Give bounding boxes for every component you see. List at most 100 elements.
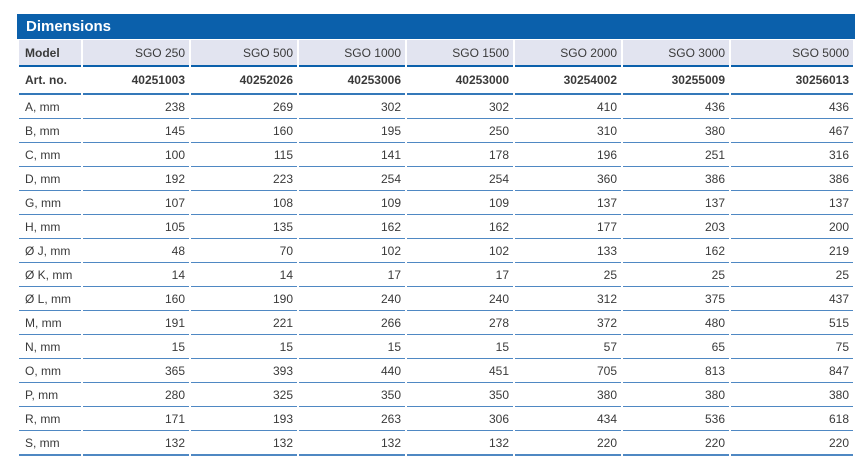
dimension-value: 325 xyxy=(191,383,297,407)
dimension-label: S, mm xyxy=(19,431,81,456)
table-title: Dimensions xyxy=(26,18,112,35)
dimension-value: 705 xyxy=(515,359,621,383)
table-title-bar: Dimensions xyxy=(17,14,855,40)
dimension-value: 437 xyxy=(731,287,853,311)
art-no-cell: 40253000 xyxy=(407,67,513,95)
dimension-value: 196 xyxy=(515,143,621,167)
dimension-value: 393 xyxy=(191,359,297,383)
dimension-label: D, mm xyxy=(19,167,81,191)
dimension-row: M, mm 191 221 266 278 372 480 515 xyxy=(19,311,853,335)
dimension-value: 160 xyxy=(191,119,297,143)
dimensions-table: Dimensions Model SGO 250 SGO 500 SGO 100… xyxy=(17,14,855,456)
model-row-label: Model xyxy=(19,40,81,67)
dimension-value: 15 xyxy=(299,335,405,359)
dimension-value: 410 xyxy=(515,95,621,119)
dimension-value: 17 xyxy=(407,263,513,287)
dimension-value: 132 xyxy=(191,431,297,456)
dimension-value: 269 xyxy=(191,95,297,119)
dimension-label: M, mm xyxy=(19,311,81,335)
art-no-cell: 30255009 xyxy=(623,67,729,95)
dimension-value: 102 xyxy=(407,239,513,263)
dimension-value: 132 xyxy=(299,431,405,456)
dimension-value: 15 xyxy=(191,335,297,359)
dimension-value: 132 xyxy=(83,431,189,456)
art-no-row-label: Art. no. xyxy=(19,67,81,95)
dimension-label: Ø J, mm xyxy=(19,239,81,263)
dimension-label: Ø K, mm xyxy=(19,263,81,287)
dimension-row: B, mm 145 160 195 250 310 380 467 xyxy=(19,119,853,143)
dimension-value: 302 xyxy=(299,95,405,119)
dimension-row: Ø J, mm 48 70 102 102 133 162 219 xyxy=(19,239,853,263)
dimension-value: 133 xyxy=(515,239,621,263)
dimension-value: 137 xyxy=(623,191,729,215)
dimension-value: 220 xyxy=(515,431,621,456)
dimension-value: 25 xyxy=(623,263,729,287)
dimension-value: 434 xyxy=(515,407,621,431)
dimension-value: 195 xyxy=(299,119,405,143)
dimension-value: 386 xyxy=(623,167,729,191)
dimension-value: 192 xyxy=(83,167,189,191)
dimension-value: 171 xyxy=(83,407,189,431)
dimension-value: 109 xyxy=(299,191,405,215)
dimension-value: 109 xyxy=(407,191,513,215)
art-no-cell: 40252026 xyxy=(191,67,297,95)
dimension-value: 251 xyxy=(623,143,729,167)
dimension-label: O, mm xyxy=(19,359,81,383)
dimension-value: 847 xyxy=(731,359,853,383)
dimension-value: 191 xyxy=(83,311,189,335)
dimension-row: C, mm 100 115 141 178 196 251 316 xyxy=(19,143,853,167)
dimension-value: 220 xyxy=(623,431,729,456)
dimension-value: 162 xyxy=(623,239,729,263)
dimension-value: 190 xyxy=(191,287,297,311)
dimension-value: 266 xyxy=(299,311,405,335)
dimension-value: 372 xyxy=(515,311,621,335)
dimension-value: 536 xyxy=(623,407,729,431)
model-cell: SGO 1500 xyxy=(407,40,513,67)
dimension-value: 310 xyxy=(515,119,621,143)
dimension-value: 223 xyxy=(191,167,297,191)
dimension-value: 105 xyxy=(83,215,189,239)
dimension-value: 75 xyxy=(731,335,853,359)
model-cell: SGO 250 xyxy=(83,40,189,67)
dimension-value: 302 xyxy=(407,95,513,119)
dimension-value: 380 xyxy=(623,119,729,143)
dimension-value: 17 xyxy=(299,263,405,287)
dimension-label: A, mm xyxy=(19,95,81,119)
dimension-value: 14 xyxy=(191,263,297,287)
dimension-value: 57 xyxy=(515,335,621,359)
dimension-value: 250 xyxy=(407,119,513,143)
dimension-value: 440 xyxy=(299,359,405,383)
dimension-value: 240 xyxy=(299,287,405,311)
dimension-row: A, mm 238 269 302 302 410 436 436 xyxy=(19,95,853,119)
dimension-label: H, mm xyxy=(19,215,81,239)
dimension-value: 515 xyxy=(731,311,853,335)
dimension-value: 162 xyxy=(407,215,513,239)
dimension-value: 100 xyxy=(83,143,189,167)
dimension-value: 365 xyxy=(83,359,189,383)
dimension-value: 380 xyxy=(731,383,853,407)
dimension-value: 221 xyxy=(191,311,297,335)
dimension-value: 316 xyxy=(731,143,853,167)
dimension-row: Ø L, mm 160 190 240 240 312 375 437 xyxy=(19,287,853,311)
dimension-label: R, mm xyxy=(19,407,81,431)
art-no-cell: 30256013 xyxy=(731,67,853,95)
dimension-value: 102 xyxy=(299,239,405,263)
dimension-value: 141 xyxy=(299,143,405,167)
dimension-value: 380 xyxy=(515,383,621,407)
dimension-value: 280 xyxy=(83,383,189,407)
dimension-label: B, mm xyxy=(19,119,81,143)
dimension-value: 386 xyxy=(731,167,853,191)
dimension-value: 177 xyxy=(515,215,621,239)
dimension-label: Ø L, mm xyxy=(19,287,81,311)
art-no-cell: 40253006 xyxy=(299,67,405,95)
dimension-value: 200 xyxy=(731,215,853,239)
dimension-label: N, mm xyxy=(19,335,81,359)
dimension-value: 137 xyxy=(731,191,853,215)
dimension-value: 618 xyxy=(731,407,853,431)
dimension-value: 360 xyxy=(515,167,621,191)
dimension-value: 312 xyxy=(515,287,621,311)
dimension-row: N, mm 15 15 15 15 57 65 75 xyxy=(19,335,853,359)
dimension-value: 263 xyxy=(299,407,405,431)
model-row: Model SGO 250 SGO 500 SGO 1000 SGO 1500 … xyxy=(19,40,853,67)
dimension-label: P, mm xyxy=(19,383,81,407)
